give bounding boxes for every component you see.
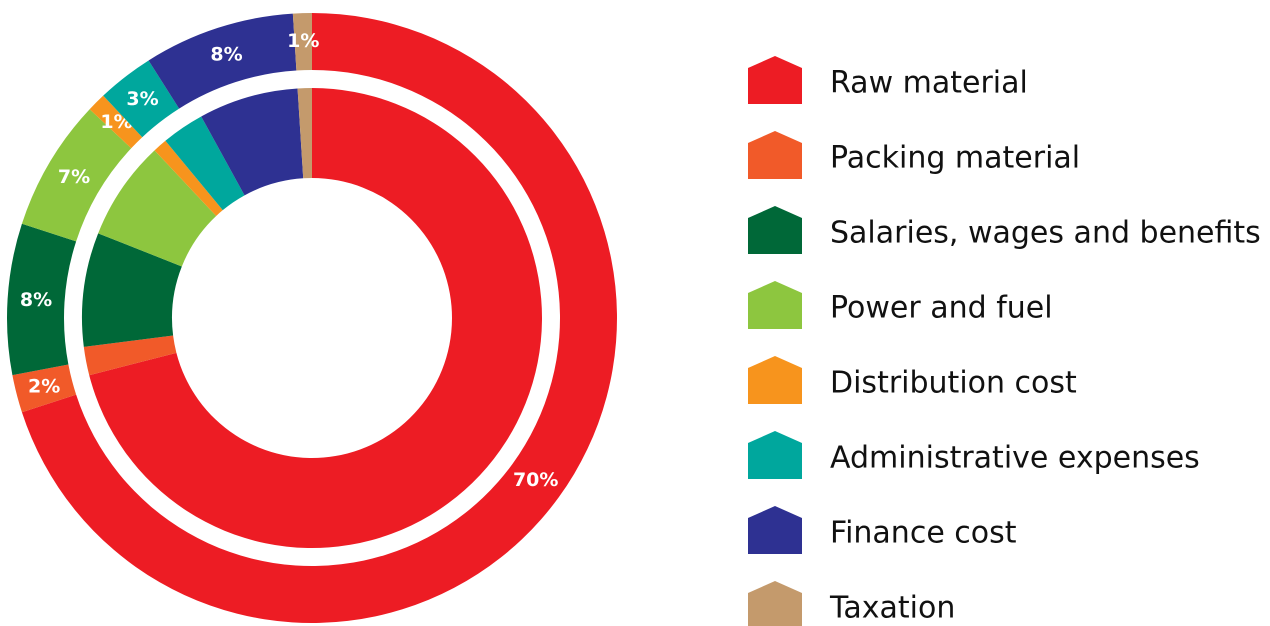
pie-segment [292,13,312,71]
pie-segment [201,88,304,196]
pie-segment [98,150,217,267]
legend-label: Raw material [830,66,1028,101]
legend-swatch [748,56,802,104]
pie-segment [154,140,223,216]
data-label: 8% [20,289,52,311]
pie-segment [148,13,297,109]
pie-segment [297,88,312,179]
legend-label: Distribution cost [830,366,1077,401]
data-label: 8% [210,44,242,66]
pie-segment [89,88,542,548]
legend-swatch [748,206,802,254]
pie-segment [103,60,180,138]
legend-label: Packing material [830,141,1080,176]
legend-label: Finance cost [830,516,1017,551]
pie-segment [6,223,77,376]
legend-swatch [748,356,802,404]
legend-label: Salaries, wages and benefits [830,216,1261,251]
pie-segment [89,95,143,149]
pie-segment [82,233,182,347]
pie-segment [83,335,177,376]
data-label: 3% [126,88,158,110]
legend-swatch [748,581,802,626]
legend-swatch [748,431,802,479]
pie-segment [21,109,132,242]
data-label: 1% [287,30,319,52]
legend-label: Power and fuel [830,291,1053,326]
legend-label: Taxation [829,591,955,626]
data-label: 2% [28,375,60,397]
pie-segment [165,116,245,211]
legend-label: Administrative expenses [830,441,1200,476]
legend-swatch [748,281,802,329]
legend-swatch [748,131,802,179]
data-label: 70% [513,469,558,491]
data-label: 7% [58,166,90,188]
legend-swatch [748,506,802,554]
pie-segment [12,364,77,413]
